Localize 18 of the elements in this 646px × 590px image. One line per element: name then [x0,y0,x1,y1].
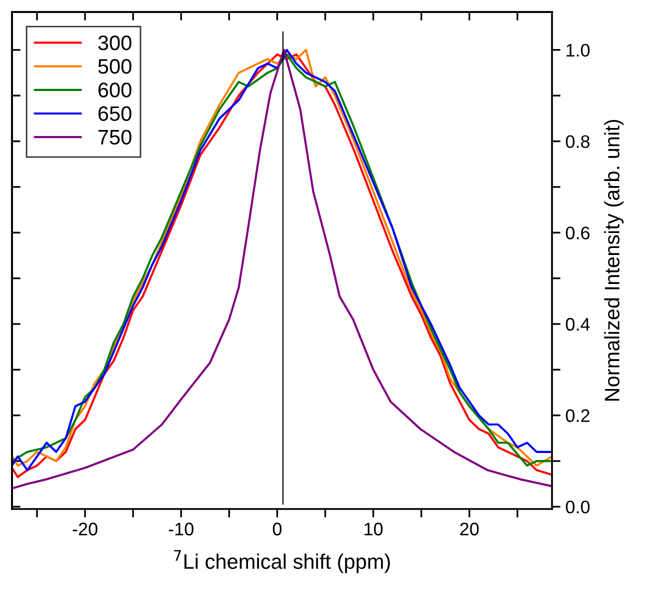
y-tick-label: 0.6 [566,226,590,240]
x-tick-label: 0 [272,522,282,536]
legend-label: 650 [98,106,132,121]
legend-label: 500 [98,59,132,74]
legend-label: 750 [98,130,132,145]
text: 1.0 [566,44,590,57]
y-tick-label: 0.2 [566,409,590,422]
y-tick-label: 0.8 [566,135,590,148]
text: 0.0 [566,500,590,514]
y-tick-label: 0.4 [566,318,590,331]
legend-label: 600 [98,82,132,98]
legend-label: 300 [98,35,132,50]
x-tick-label: 20 [460,522,479,536]
x-tick-label: -10 [168,522,194,536]
y-axis-title: Normalized Intensity (arb. unit) [604,120,624,401]
x-tick-label: 10 [364,522,383,536]
x-tick-label: -20 [72,522,98,536]
x-axis-title: $^{7}$Li chemical shift (ppm) [174,550,390,574]
